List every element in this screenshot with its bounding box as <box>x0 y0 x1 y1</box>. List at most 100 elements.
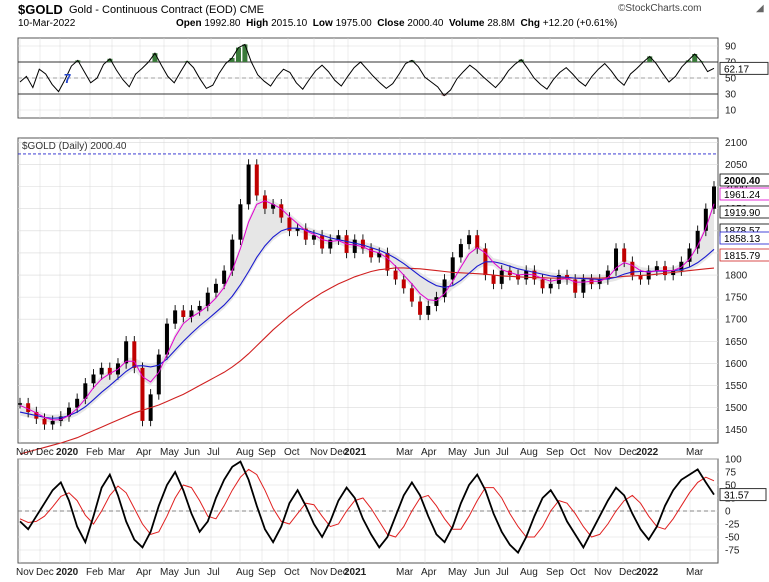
instrument-title: Gold - Continuous Contract (EOD) <box>69 4 237 16</box>
close-label: Close <box>377 18 405 29</box>
price-label-text: 1815.79 <box>724 251 761 262</box>
price-xtick-label: Jun <box>184 447 200 458</box>
price-bar-body <box>622 248 627 262</box>
rsi-ytick-label: 10 <box>725 106 737 117</box>
price-xtick-label: Jul <box>496 447 509 458</box>
price-xtick-label: May <box>448 447 467 458</box>
price-bar-body <box>360 239 365 249</box>
price-bar-body <box>271 204 276 209</box>
price-bar-body <box>311 235 316 240</box>
price-bar-body <box>58 416 63 421</box>
price-label-badge <box>719 173 769 187</box>
price-bar-body <box>540 279 545 289</box>
price-bar-body <box>467 235 472 245</box>
high-value: 2015.10 <box>271 18 308 29</box>
rsi-overbought-fill <box>235 47 241 62</box>
price-legend-label: $GOLD (Daily) 2000.40 <box>22 141 127 152</box>
price-xtick-label: Dec <box>619 447 637 458</box>
macd-xtick-label: Mar <box>396 567 414 578</box>
macd-xtick-label: Dec <box>330 567 348 578</box>
price-bar-body <box>222 270 227 284</box>
price-bar-body <box>279 204 284 218</box>
macd-ytick-label: 0 <box>725 507 731 518</box>
macd-xtick-label: Dec <box>36 567 54 578</box>
macd-xtick-label: Nov <box>16 567 34 578</box>
price-bar-body <box>254 164 259 196</box>
price-ytick-label: 2100 <box>725 138 748 149</box>
price-xtick-label: Dec <box>330 447 348 458</box>
rsi-line <box>19 43 715 97</box>
chg-label: Chg <box>520 18 540 29</box>
price-bar-body <box>377 252 382 258</box>
price-xtick-label: 2020 <box>56 447 79 458</box>
price-bar-body <box>475 235 480 249</box>
price-label-text: 1858.13 <box>724 234 761 245</box>
price-ytick-label: 1650 <box>725 337 748 348</box>
price-bar-body <box>605 270 610 280</box>
price-xtick-label: 2022 <box>636 447 659 458</box>
price-xtick-label: May <box>160 447 179 458</box>
price-xtick-label: Feb <box>86 447 104 458</box>
price-bar-body <box>66 407 71 417</box>
price-bar-body <box>638 275 643 280</box>
macd-xtick-label: Sep <box>258 567 276 578</box>
price-bar-body <box>189 310 194 318</box>
price-xtick-label: Oct <box>570 447 586 458</box>
price-bar-body <box>614 248 619 271</box>
macd-xtick-label: Sep <box>546 567 564 578</box>
price-xtick-label: Nov <box>310 447 328 458</box>
price-ytick-label: 1800 <box>725 271 748 282</box>
price-bar-body <box>573 279 578 293</box>
price-xtick-label: Sep <box>546 447 564 458</box>
macd-ytick-label: -50 <box>725 533 740 544</box>
high-label: High <box>246 18 269 29</box>
price-label-badge <box>719 231 769 245</box>
rsi-overbought-fill <box>242 44 248 62</box>
macd-xtick-label: Aug <box>236 567 254 578</box>
price-label-badge <box>719 205 769 219</box>
macd-xtick-label: Jul <box>496 567 509 578</box>
price-ytick-label: 1750 <box>725 293 748 304</box>
price-bar-body <box>450 257 455 280</box>
price-bar-body <box>132 341 137 368</box>
price-xtick-label: Apr <box>136 447 152 458</box>
price-bar-body <box>295 228 300 231</box>
price-bar-body <box>164 323 169 355</box>
price-bar-body <box>246 164 251 205</box>
price-label-badge <box>719 248 769 262</box>
price-bar-body <box>213 283 218 293</box>
macd-ytick-label: 100 <box>725 455 742 466</box>
macd-xtick-label: Feb <box>86 567 104 578</box>
price-bar-body <box>712 186 716 209</box>
price-bar-body <box>262 195 267 209</box>
open-label: Open <box>176 18 202 29</box>
price-bar-body <box>548 283 553 289</box>
price-xtick-label: Mar <box>396 447 414 458</box>
macd-xtick-label: Aug <box>520 567 538 578</box>
rsi-overbought-fill <box>107 58 113 62</box>
macd-last-badge <box>719 488 767 502</box>
macd-panel: -75-50-25025507510031.57NovDec2020FebMar… <box>16 455 767 578</box>
rsi-overbought-fill <box>409 60 415 62</box>
price-panel: 1450150015501600165017001750180018501900… <box>16 137 769 458</box>
price-bar-body <box>679 261 684 271</box>
price-bar-body <box>156 354 161 395</box>
price-bar-body <box>181 310 186 318</box>
rsi-last-value-label: 62.17 <box>724 64 749 75</box>
price-bar-body <box>124 341 129 364</box>
price-xtick-label: Sep <box>258 447 276 458</box>
price-bar-body <box>303 228 308 240</box>
price-xtick-label: Apr <box>421 447 437 458</box>
price-bar-body <box>654 266 659 271</box>
price-xtick-label: Mar <box>686 447 704 458</box>
rsi-overbought-fill <box>152 53 158 62</box>
price-envelope-band <box>20 197 714 424</box>
price-bar-body <box>205 292 210 306</box>
macd-line <box>19 460 715 555</box>
price-bar-body <box>703 208 708 231</box>
price-ytick-label: 1550 <box>725 381 748 392</box>
rsi-side-label: 7 <box>64 71 71 86</box>
rsi-overbought-fill <box>518 59 524 62</box>
macd-xtick-label: Jun <box>184 567 200 578</box>
